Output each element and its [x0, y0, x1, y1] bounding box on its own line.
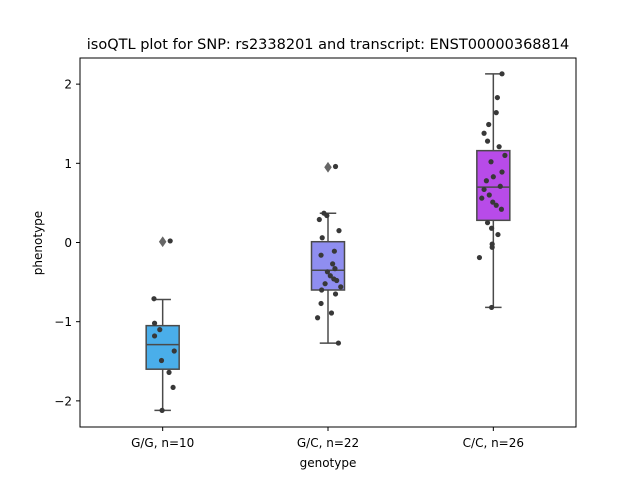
chart-title: isoQTL plot for SNP: rs2338201 and trans…: [87, 37, 569, 53]
box: [310, 240, 346, 291]
data-point: [332, 266, 338, 272]
y-tick-label: 2: [64, 78, 72, 92]
data-point: [335, 340, 342, 346]
y-axis: −2 −1 0 1 2: [54, 78, 80, 408]
data-point: [497, 183, 503, 189]
x-tick-label: G/C, n=22: [297, 436, 359, 450]
data-point: [159, 407, 165, 413]
data-point: [170, 384, 176, 391]
data-point: [481, 186, 487, 193]
data-point: [318, 300, 324, 307]
data-point: [498, 206, 505, 212]
data-point: [318, 252, 324, 258]
data-point: [157, 327, 163, 333]
data-point: [328, 310, 335, 316]
plot-area: [145, 71, 511, 413]
outlier-marker: [158, 236, 167, 248]
y-tick-label: 1: [64, 157, 72, 171]
y-tick-label: 0: [64, 236, 72, 250]
data-point: [486, 192, 492, 198]
data-point: [151, 320, 158, 326]
y-axis-label: phenotype: [31, 211, 45, 275]
data-point: [338, 284, 344, 290]
data-point: [327, 273, 333, 279]
data-point: [493, 110, 499, 116]
data-point: [502, 152, 508, 158]
data-point: [319, 235, 325, 241]
data-point: [331, 248, 337, 254]
data-point: [488, 304, 495, 311]
data-point: [494, 94, 500, 101]
box-group: [310, 161, 346, 346]
data-point: [171, 348, 177, 354]
data-point: [499, 71, 505, 77]
data-point: [167, 238, 173, 244]
data-point: [324, 269, 331, 275]
data-point: [499, 169, 505, 175]
box-group: [145, 236, 180, 413]
data-point: [166, 369, 172, 375]
data-point: [330, 261, 336, 267]
data-point: [324, 212, 330, 219]
x-axis-label: genotype: [300, 456, 357, 470]
data-point: [314, 315, 321, 321]
data-point: [484, 220, 491, 226]
data-point: [489, 244, 495, 250]
data-point: [484, 138, 491, 144]
data-point: [316, 216, 322, 223]
data-point: [151, 333, 158, 339]
data-point: [488, 159, 494, 165]
data-point: [332, 163, 339, 170]
x-tick-label: G/G, n=10: [131, 436, 194, 450]
x-axis: G/G, n=10 G/C, n=22 C/C, n=26: [131, 427, 524, 450]
data-point: [490, 199, 496, 205]
data-point: [483, 178, 489, 184]
y-tick-label: −2: [54, 394, 72, 408]
data-point: [334, 277, 340, 284]
data-point: [336, 228, 342, 234]
y-tick-label: −1: [54, 315, 72, 329]
outlier-marker: [324, 161, 332, 173]
data-point: [158, 357, 165, 364]
data-point: [486, 121, 492, 128]
data-point: [488, 225, 495, 231]
data-point: [490, 174, 496, 180]
data-point: [481, 130, 487, 136]
data-point: [151, 296, 157, 302]
data-point: [322, 281, 328, 287]
data-point: [479, 195, 485, 201]
data-point: [476, 254, 483, 261]
data-point: [493, 202, 499, 208]
x-tick-label: C/C, n=26: [463, 436, 524, 450]
data-point: [495, 231, 501, 238]
data-point: [332, 291, 339, 297]
data-point: [319, 287, 325, 293]
data-point: [496, 144, 502, 150]
box-group: [476, 71, 511, 311]
